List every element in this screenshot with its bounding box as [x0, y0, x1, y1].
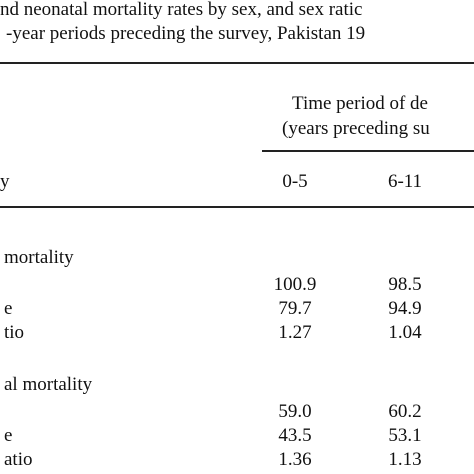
rule [0, 62, 474, 64]
row-label: e [4, 425, 13, 446]
cell: 1.13 [388, 449, 422, 470]
cell: 59.0 [278, 401, 312, 422]
rule [262, 150, 474, 152]
section-label: al mortality [4, 374, 93, 395]
cell: 79.7 [278, 298, 312, 319]
spanner-line: (years preceding su [282, 118, 430, 139]
column-header: 0-5 [282, 171, 308, 192]
row-label: e [4, 298, 13, 319]
column-header: y [0, 171, 10, 192]
cell: 43.5 [278, 425, 312, 446]
section-label: mortality [4, 247, 74, 268]
cell: 98.5 [388, 274, 422, 295]
cell: 60.2 [388, 401, 422, 422]
rule [0, 206, 474, 208]
title-line: -year periods preceding the survey, Paki… [6, 23, 366, 44]
title-line: nd neonatal mortality rates by sex, and … [0, 0, 363, 20]
cell: 1.04 [388, 322, 422, 343]
row-label: tio [4, 322, 25, 343]
row-label: atio [4, 449, 33, 470]
cell: 100.9 [273, 274, 317, 295]
spanner-line: Time period of de [292, 93, 428, 114]
cell: 94.9 [388, 298, 422, 319]
cell: 1.36 [278, 449, 312, 470]
cell: 53.1 [388, 425, 422, 446]
cell: 1.27 [278, 322, 312, 343]
column-header: 6-11 [387, 171, 423, 192]
